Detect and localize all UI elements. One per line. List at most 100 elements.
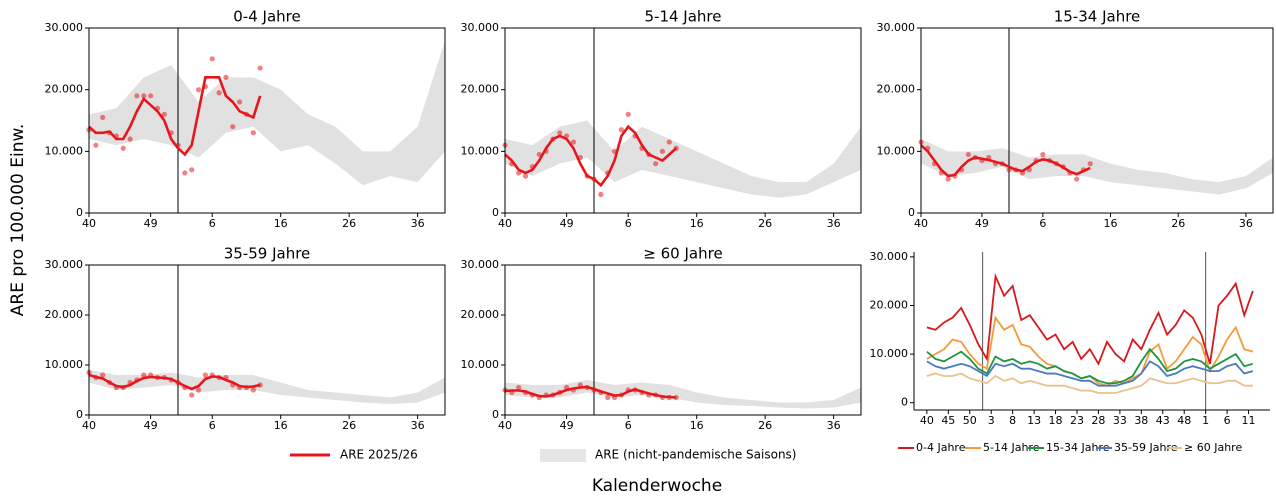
data-point [209, 56, 215, 62]
y-tick-label: 30.000 [877, 21, 916, 34]
x-axis-label: Kalenderwoche [592, 476, 722, 496]
data-point [120, 145, 126, 151]
x-tick-label: 16 [274, 217, 288, 230]
legend-label: 0-4 Jahre [916, 441, 966, 454]
x-tick-label: 6 [209, 419, 216, 432]
data-point [618, 127, 624, 133]
x-tick-label: 16 [274, 419, 288, 432]
y-tick-label: 0 [492, 408, 499, 421]
y-tick-label: 10.000 [461, 358, 500, 371]
legend-label: 15-34 Jahre [1046, 441, 1110, 454]
y-axis-label: ARE pro 100.000 Einw. [8, 124, 28, 317]
data-point [127, 136, 133, 142]
y-tick-label: 0 [76, 408, 83, 421]
x-tick-label: 40 [920, 414, 934, 427]
x-tick-label: 48 [1177, 414, 1191, 427]
x-tick-label: 6 [209, 217, 216, 230]
x-tick-label: 45 [941, 414, 955, 427]
y-tick-label: 10.000 [45, 144, 84, 157]
trend-line [920, 144, 1091, 178]
series-line [926, 272, 1254, 366]
panel-title: ≥ 60 Jahre [643, 245, 722, 263]
x-tick-label: 40 [82, 217, 96, 230]
x-tick-label: 16 [690, 217, 704, 230]
x-tick-label: 6 [625, 419, 632, 432]
y-tick-label: 0 [908, 206, 915, 219]
data-point [237, 99, 243, 105]
data-point [202, 372, 208, 378]
x-tick-label: 40 [498, 419, 512, 432]
x-tick-label: 49 [560, 217, 574, 230]
y-tick-label: 20.000 [461, 83, 500, 96]
y-tick-label: 30.000 [461, 258, 500, 271]
panel-title: 0-4 Jahre [233, 8, 300, 26]
data-point [223, 74, 229, 80]
y-tick-label: 10.000 [45, 358, 84, 371]
data-point [141, 372, 147, 378]
y-tick-label: 20.000 [45, 83, 84, 96]
data-point [230, 124, 236, 130]
data-point [161, 111, 167, 117]
x-tick-label: 40 [914, 217, 928, 230]
x-tick-label: 11 [1242, 414, 1256, 427]
y-tick-label: 30.000 [45, 258, 84, 271]
x-tick-label: 26 [342, 419, 356, 432]
data-point [570, 139, 577, 145]
x-tick-label: 36 [827, 419, 841, 432]
x-tick-label: 23 [1070, 414, 1084, 427]
data-point [195, 387, 202, 393]
x-tick-label: 16 [690, 419, 704, 432]
data-point [182, 170, 188, 176]
x-tick-label: 6 [625, 217, 632, 230]
x-tick-label: 40 [498, 217, 512, 230]
x-tick-label: 50 [963, 414, 977, 427]
y-tick-label: 10.000 [870, 347, 909, 360]
data-point [195, 87, 202, 93]
season-band [921, 139, 1273, 195]
data-point [965, 151, 971, 158]
series-line [926, 347, 1254, 385]
trend-line [88, 373, 261, 391]
data-point [216, 90, 222, 96]
data-point [516, 384, 522, 391]
data-point [189, 392, 195, 398]
data-point [945, 176, 951, 182]
x-tick-label: 6 [1039, 217, 1046, 230]
y-tick-label: 30.000 [45, 21, 84, 34]
data-point [625, 111, 631, 117]
data-point [1040, 151, 1046, 158]
data-point [653, 161, 659, 167]
legend-label: ≥ 60 Jahre [1184, 441, 1242, 454]
data-point [189, 167, 195, 173]
x-tick-label: 36 [1239, 217, 1253, 230]
x-tick-label: 16 [1104, 217, 1118, 230]
y-tick-label: 20.000 [870, 298, 909, 311]
data-point [1074, 176, 1080, 182]
y-tick-label: 0 [76, 206, 83, 219]
data-point [659, 148, 666, 154]
panel-title: 5-14 Jahre [645, 8, 722, 26]
data-point [666, 139, 672, 145]
x-tick-label: 36 [411, 419, 425, 432]
x-tick-label: 26 [758, 217, 772, 230]
data-point [1087, 161, 1093, 167]
legend-label: ARE 2025/26 [340, 448, 418, 462]
plot-frame [88, 264, 446, 416]
x-tick-label: 18 [1049, 414, 1063, 427]
y-tick-label: 30.000 [870, 250, 909, 263]
panel-title: 15-34 Jahre [1054, 8, 1141, 26]
x-tick-label: 49 [144, 217, 158, 230]
trend-line [504, 385, 677, 399]
data-point [250, 387, 256, 393]
x-tick-label: 36 [827, 217, 841, 230]
data-point [257, 65, 263, 71]
data-point [134, 93, 140, 99]
x-tick-label: 40 [82, 419, 96, 432]
y-tick-label: 10.000 [461, 144, 500, 157]
series-line [926, 360, 1254, 387]
series-line [926, 372, 1253, 394]
data-point [522, 173, 529, 179]
data-point [100, 372, 106, 378]
data-point [141, 93, 147, 99]
